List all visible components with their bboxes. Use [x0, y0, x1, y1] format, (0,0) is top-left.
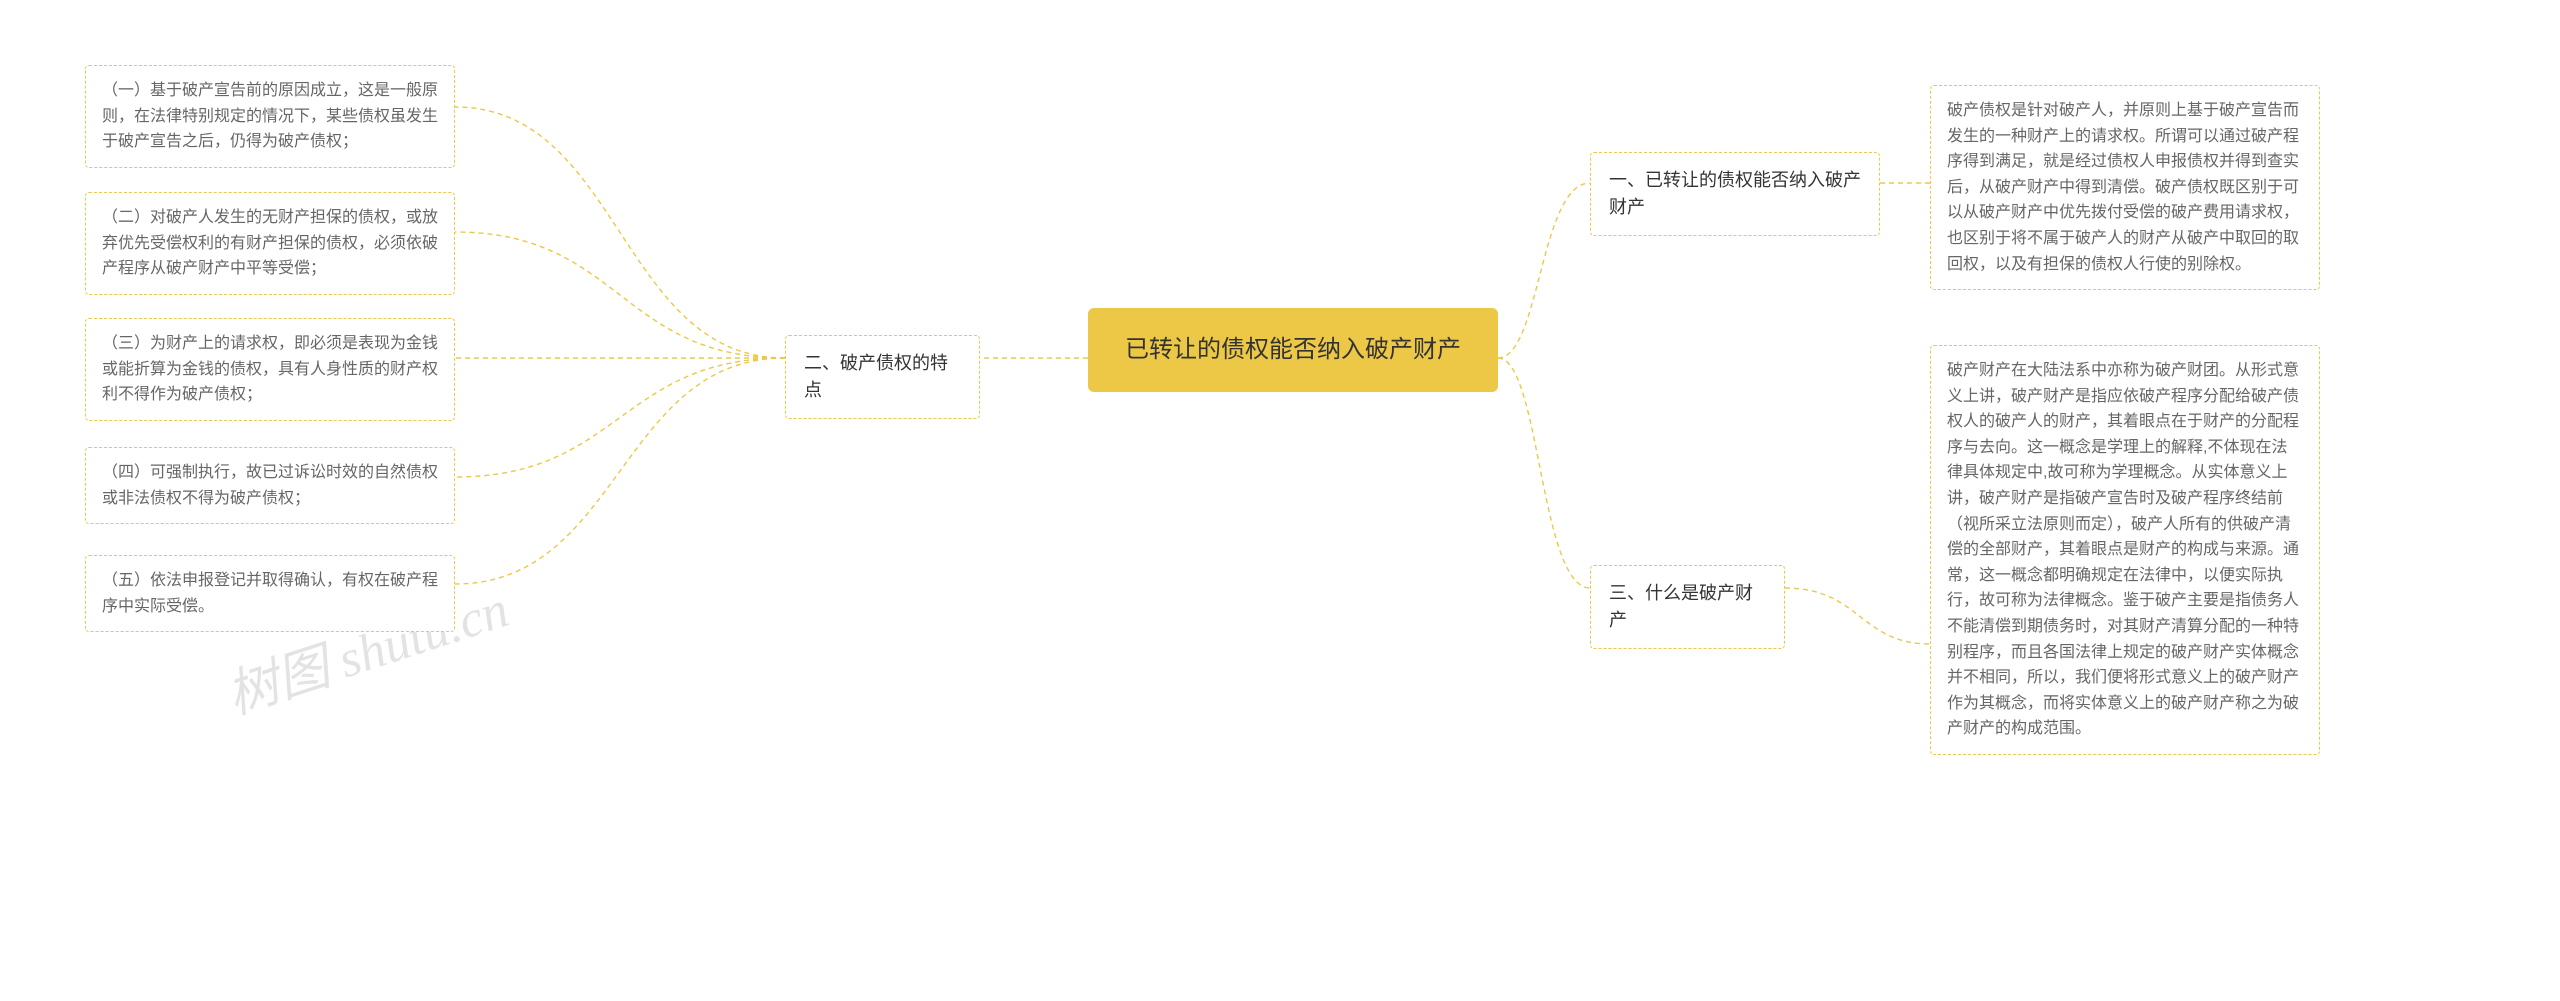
leaf-node-r2: 破产财产在大陆法系中亦称为破产财团。从形式意义上讲，破产财产是指应依破产程序分配… — [1930, 345, 2320, 755]
branch-node-3: 三、什么是破产财产 — [1590, 565, 1785, 649]
leaf-node-l2: （二）对破产人发生的无财产担保的债权，或放弃优先受偿权利的有财产担保的债权，必须… — [85, 192, 455, 295]
leaf-node-l1: （一）基于破产宣告前的原因成立，这是一般原则，在法律特别规定的情况下，某些债权虽… — [85, 65, 455, 168]
leaf-node-r1: 破产债权是针对破产人，并原则上基于破产宣告而发生的一种财产上的请求权。所谓可以通… — [1930, 85, 2320, 290]
branch-node-2: 二、破产债权的特点 — [785, 335, 980, 419]
leaf-node-l4: （四）可强制执行，故已过诉讼时效的自然债权或非法债权不得为破产债权； — [85, 447, 455, 524]
branch-node-1: 一、已转让的债权能否纳入破产财产 — [1590, 152, 1880, 236]
leaf-node-l5: （五）依法申报登记并取得确认，有权在破产程序中实际受偿。 — [85, 555, 455, 632]
root-node: 已转让的债权能否纳入破产财产 — [1088, 308, 1498, 392]
leaf-node-l3: （三）为财产上的请求权，即必须是表现为金钱或能折算为金钱的债权，具有人身性质的财… — [85, 318, 455, 421]
